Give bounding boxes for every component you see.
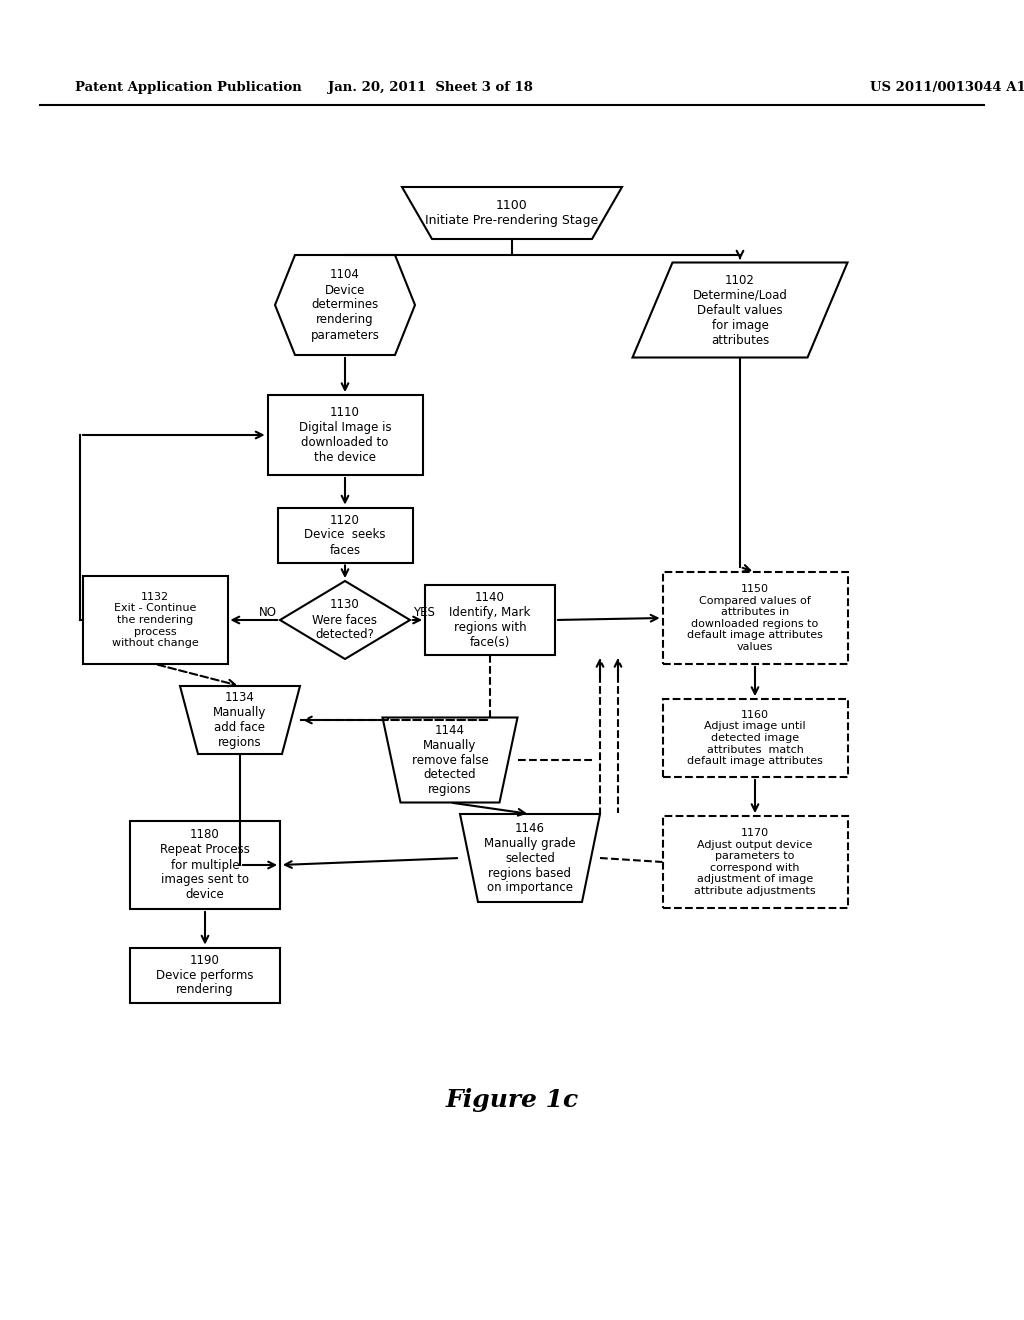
Text: 1144
Manually
remove false
detected
regions: 1144 Manually remove false detected regi… <box>412 723 488 796</box>
Bar <box>663 816 848 908</box>
Text: 1170
Adjust output device
parameters to
correspond with
adjustment of image
attr: 1170 Adjust output device parameters to … <box>694 828 816 896</box>
Bar <box>130 948 280 1002</box>
Polygon shape <box>633 263 848 358</box>
Text: 1130
Were faces
detected?: 1130 Were faces detected? <box>312 598 378 642</box>
Text: 1132
Exit - Continue
the rendering
process
without change: 1132 Exit - Continue the rendering proce… <box>112 591 199 648</box>
Text: Jan. 20, 2011  Sheet 3 of 18: Jan. 20, 2011 Sheet 3 of 18 <box>328 82 532 95</box>
Text: 1160
Adjust image until
detected image
attributes  match
default image attribute: 1160 Adjust image until detected image a… <box>687 710 823 766</box>
Text: 1120
Device  seeks
faces: 1120 Device seeks faces <box>304 513 386 557</box>
Bar <box>425 585 555 655</box>
Text: YES: YES <box>413 606 435 619</box>
Text: 1134
Manually
add face
regions: 1134 Manually add face regions <box>213 690 266 748</box>
Text: 1100
Initiate Pre-rendering Stage: 1100 Initiate Pre-rendering Stage <box>425 199 599 227</box>
Text: NO: NO <box>259 606 278 619</box>
Text: 1104
Device
determines
rendering
parameters: 1104 Device determines rendering paramet… <box>310 268 380 342</box>
Bar <box>663 572 848 664</box>
Text: 1146
Manually grade
selected
regions based
on importance: 1146 Manually grade selected regions bas… <box>484 821 575 895</box>
Bar <box>130 821 280 909</box>
Text: 1190
Device performs
rendering: 1190 Device performs rendering <box>157 953 254 997</box>
Bar <box>278 507 413 562</box>
Polygon shape <box>460 814 600 902</box>
Polygon shape <box>280 581 410 659</box>
Polygon shape <box>275 255 415 355</box>
Bar <box>83 576 227 664</box>
Text: US 2011/0013044 A1: US 2011/0013044 A1 <box>870 82 1024 95</box>
Polygon shape <box>383 718 517 803</box>
Text: 1102
Determine/Load
Default values
for image
attributes: 1102 Determine/Load Default values for i… <box>692 273 787 346</box>
Text: Figure 1c: Figure 1c <box>445 1088 579 1111</box>
Text: Patent Application Publication: Patent Application Publication <box>75 82 302 95</box>
Text: 1140
Identify, Mark
regions with
face(s): 1140 Identify, Mark regions with face(s) <box>450 591 530 649</box>
Bar <box>663 700 848 777</box>
Text: 1150
Compared values of
attributes in
downloaded regions to
default image attrib: 1150 Compared values of attributes in do… <box>687 583 823 652</box>
Bar <box>267 395 423 475</box>
Polygon shape <box>402 187 622 239</box>
Polygon shape <box>180 686 300 754</box>
Text: 1110
Digital Image is
downloaded to
the device: 1110 Digital Image is downloaded to the … <box>299 407 391 465</box>
Text: 1180
Repeat Process
for multiple
images sent to
device: 1180 Repeat Process for multiple images … <box>160 829 250 902</box>
